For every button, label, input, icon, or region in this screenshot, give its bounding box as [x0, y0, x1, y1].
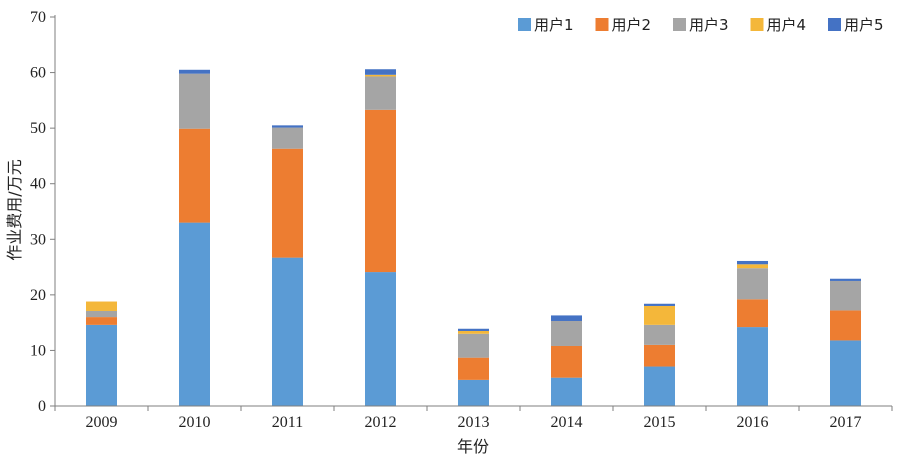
x-tick-label: 2010: [179, 414, 211, 431]
bar-segment-2014-series-3: [551, 320, 582, 346]
legend-swatch: [750, 18, 764, 31]
bar-segment-2011-series-2: [272, 148, 303, 258]
bar-segment-2017-series-3: [830, 280, 861, 311]
legend-swatch: [518, 18, 531, 31]
y-tick-label: 60: [30, 65, 46, 82]
legend-label: 用户3: [689, 16, 729, 34]
x-tick-label: 2017: [830, 414, 862, 431]
bar-segment-2012-series-2: [365, 109, 396, 273]
bar-segment-2009-series-1: [86, 324, 117, 406]
bar-segment-2016-series-2: [737, 299, 768, 328]
bar-segment-2017-series-2: [830, 310, 861, 341]
bar-segment-2013-series-4: [458, 330, 489, 334]
bar-segment-2010-series-3: [179, 73, 210, 129]
y-tick-label: 0: [38, 398, 46, 415]
bar-segment-2011-series-5: [272, 125, 303, 128]
legend-swatch: [595, 18, 609, 31]
bar-segment-2015-series-5: [644, 303, 675, 306]
bar-segment-2012-series-5: [365, 69, 396, 75]
bar-segment-2009-series-4: [86, 301, 117, 311]
legend-label: 用户2: [612, 16, 652, 34]
bar-segment-2016-series-1: [737, 327, 768, 406]
legend-label: 用户4: [767, 16, 807, 34]
x-tick-label: 2013: [458, 414, 490, 431]
bar-segment-2017-series-1: [830, 340, 861, 406]
bar-segment-2017-series-5: [830, 278, 861, 281]
bar-segment-2015-series-1: [644, 366, 675, 406]
bar-segment-2016-series-5: [737, 260, 768, 265]
bar-segment-2014-series-2: [551, 345, 582, 378]
bar-segment-2009-series-3: [86, 310, 117, 318]
legend-label: 用户5: [844, 16, 884, 34]
bar-segment-2016-series-4: [737, 264, 768, 269]
bar-segment-2015-series-2: [644, 344, 675, 367]
x-tick-label: 2012: [365, 414, 397, 431]
bar-segment-2013-series-3: [458, 333, 489, 358]
x-tick-label: 2014: [551, 414, 583, 431]
bar-segment-2011-series-3: [272, 127, 303, 149]
bar-segment-2010-series-2: [179, 128, 210, 223]
bar-segment-2014-series-5: [551, 315, 582, 321]
legend-label: 用户1: [534, 16, 574, 34]
axes-layer: 0 10 20 30 40 50 60 70 2009 2010 2011 2012 2013 2014 2…: [30, 9, 893, 431]
bar-segment-2012-series-4: [365, 74, 396, 77]
legend-swatch: [673, 18, 686, 31]
bar-segment-2014-series-1: [551, 377, 582, 406]
bars-layer: [86, 69, 861, 406]
bar-segment-2012-series-3: [365, 76, 396, 110]
y-tick-label: 30: [30, 231, 46, 248]
y-tick-label: 50: [30, 120, 46, 137]
x-tick-label: 2015: [644, 414, 676, 431]
bar-segment-2009-series-2: [86, 317, 117, 325]
bar-segment-2011-series-1: [272, 257, 303, 406]
x-tick-label: 2011: [272, 414, 303, 431]
x-tick-label: 2016: [737, 414, 769, 431]
x-axis-title: 年份: [457, 437, 489, 456]
y-tick-label: 40: [30, 176, 46, 193]
y-tick-label: 70: [30, 9, 46, 26]
bar-segment-2013-series-1: [458, 379, 489, 406]
bar-segment-2015-series-3: [644, 324, 675, 345]
x-tick-label: 2009: [86, 414, 118, 431]
bar-segment-2012-series-1: [365, 272, 396, 406]
bar-segment-2015-series-4: [644, 305, 675, 325]
y-tick-label: 10: [30, 342, 46, 359]
bar-segment-2010-series-5: [179, 69, 210, 74]
legend: 用户1 用户2 用户3 用户4 用户5: [518, 16, 884, 34]
bar-segment-2016-series-3: [737, 268, 768, 300]
y-axis-title: 作业费用/万元: [5, 159, 24, 260]
y-tick-label: 20: [30, 287, 46, 304]
bar-segment-2013-series-5: [458, 328, 489, 331]
bar-segment-2013-series-2: [458, 357, 489, 380]
legend-swatch: [828, 18, 841, 31]
bar-segment-2010-series-1: [179, 222, 210, 406]
